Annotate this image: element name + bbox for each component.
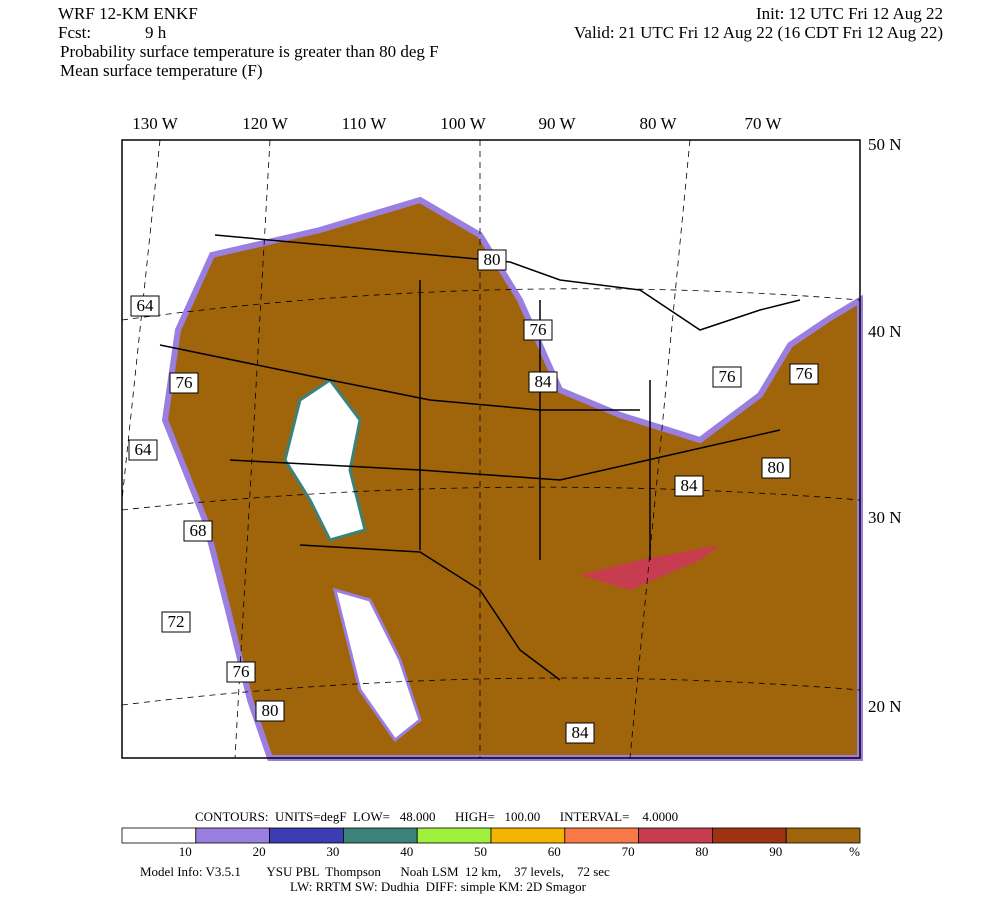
contour-label: 80: [484, 250, 501, 269]
contour-label: 80: [768, 458, 785, 477]
contour-title: Mean surface temperature (F): [60, 61, 262, 80]
longitude-label: 120 W: [242, 114, 288, 133]
map-labels: 130 W 120 W 110 W 100 W 90 W 80 W 70 W 50 N 40 N…: [128, 114, 902, 744]
init-time: Init: 12 UTC Fri 12 Aug 22: [756, 4, 943, 23]
model-title: WRF 12-KM ENKF: [58, 4, 198, 23]
latitude-label: 30 N: [868, 508, 902, 527]
contour-label: 76: [719, 367, 736, 386]
map-frame: [121, 139, 861, 759]
colorbar-swatch: [195, 827, 271, 844]
cool-area: [332, 587, 422, 743]
longitude-label: 100 W: [440, 114, 486, 133]
contour-label-box: [712, 366, 742, 388]
model-info: Model Info: V3.5.1 YSU PBL Thompson Noah…: [140, 864, 610, 879]
colorbar-tick-label: 10: [179, 844, 192, 859]
contour-label: 84: [535, 372, 553, 391]
colorbar-tick-label: 60: [548, 844, 561, 859]
physics-info: LW: RRTM SW: Dudhia DIFF: simple KM: 2D …: [290, 879, 587, 894]
graticule: [121, 139, 861, 759]
colorbar-tick-label: 50: [474, 844, 487, 859]
contour-label-box: [761, 457, 791, 479]
contour-label: 64: [135, 440, 153, 459]
longitude-label: 110 W: [342, 114, 388, 133]
field-title: Probability surface temperature is great…: [60, 42, 439, 61]
contour-info: CONTOURS: UNITS=degF LOW= 48.000 HIGH= 1…: [195, 809, 678, 824]
hot-area: [580, 545, 720, 590]
longitude-label: 90 W: [539, 114, 577, 133]
colorbar-tick-label: 20: [253, 844, 266, 859]
contour-label-box: [255, 700, 285, 722]
contour-label-box: [565, 722, 595, 744]
forecast-label: Fcst:: [58, 23, 91, 42]
contour-label: 76: [233, 662, 250, 681]
contour-label-box: [130, 295, 160, 317]
contour-label-box: [528, 371, 558, 393]
map: [121, 139, 863, 761]
longitude-label: 70 W: [745, 114, 783, 133]
colorbar-swatch: [342, 827, 418, 844]
contour-label-box: [226, 661, 256, 683]
cool-area: [283, 377, 367, 542]
colorbar-swatch: [490, 827, 566, 844]
colorbar-swatch: [712, 827, 787, 844]
valid-time: Valid: 21 UTC Fri 12 Aug 22 (16 CDT Fri …: [574, 23, 943, 42]
contour-label-box: [161, 611, 191, 633]
contour-label: 76: [796, 364, 813, 383]
contour-label: 72: [168, 612, 185, 631]
boundaries: [159, 234, 801, 681]
contour-label-box: [789, 363, 819, 385]
latitude-label: 40 N: [868, 322, 902, 341]
colorbar-swatch: [564, 827, 639, 844]
colorbar-tick-label: 30: [326, 844, 339, 859]
contour-label: 84: [572, 723, 590, 742]
contour-label-box: [523, 319, 553, 341]
colorbar-tick-label: 40: [400, 844, 413, 859]
longitude-label: 80 W: [640, 114, 678, 133]
colorbar: 10 20 30 40 50 60 70 80 90%: [121, 827, 861, 859]
forecast-hour: 9 h: [145, 23, 167, 42]
colorbar-swatch: [121, 827, 197, 844]
longitude-label: 130 W: [132, 114, 178, 133]
colorbar-tick-label: 70: [622, 844, 635, 859]
latitude-label: 20 N: [868, 697, 902, 716]
colorbar-swatch: [416, 827, 492, 844]
contour-label: 64: [137, 296, 155, 315]
contour-label-box: [674, 475, 704, 497]
contour-label-box: [128, 439, 158, 461]
colorbar-swatch: [269, 827, 344, 844]
contour-label: 76: [176, 373, 193, 392]
contour-label-box: [169, 372, 199, 394]
contour-label: 76: [530, 320, 547, 339]
contour-label-box: [183, 520, 213, 542]
contour-label: 80: [262, 701, 279, 720]
colorbar-swatch: [638, 827, 713, 844]
contour-label: 84: [681, 476, 699, 495]
colorbar-tick-label: 80: [695, 844, 708, 859]
contour-label-box: [477, 249, 507, 271]
latitude-label: 50 N: [868, 135, 902, 154]
colorbar-unit: %: [849, 844, 860, 859]
contour-label: 68: [190, 521, 207, 540]
colorbar-tick-label: 90: [769, 844, 782, 859]
colorbar-swatch: [785, 827, 861, 844]
